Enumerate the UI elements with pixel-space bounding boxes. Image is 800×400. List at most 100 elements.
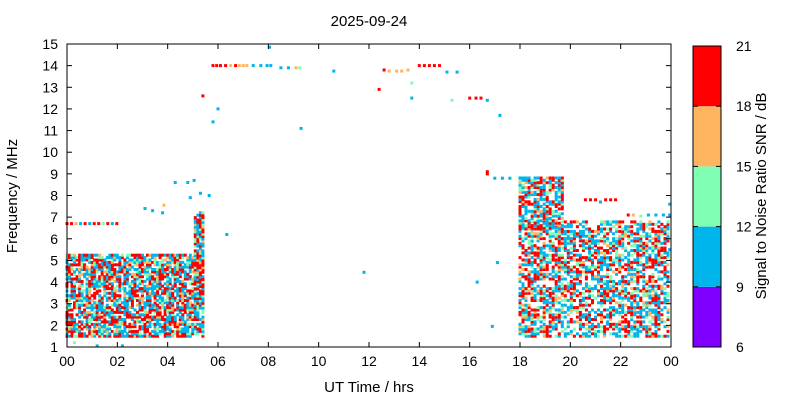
data-point [211, 64, 215, 68]
data-point [657, 232, 661, 236]
data-point [648, 334, 652, 338]
data-point [545, 216, 549, 220]
data-point [95, 313, 99, 317]
data-point [168, 320, 172, 324]
data-point [108, 282, 112, 286]
data-point [536, 239, 540, 243]
data-point [110, 268, 114, 271]
data-point [78, 263, 82, 267]
data-point [130, 329, 134, 333]
data-point [557, 270, 561, 274]
data-point [575, 272, 579, 276]
data-point [530, 234, 534, 238]
data-point [660, 284, 664, 288]
data-point [93, 303, 97, 307]
data-point [153, 308, 157, 312]
data-point [95, 310, 99, 314]
data-point [569, 220, 573, 224]
data-point [85, 291, 89, 295]
data-point [130, 275, 134, 279]
data-point [575, 260, 579, 264]
data-point [188, 296, 192, 300]
data-point [120, 253, 124, 257]
data-point [584, 258, 588, 262]
data-point [581, 225, 585, 229]
data-point [191, 327, 195, 331]
data-point [645, 237, 649, 241]
data-point [196, 278, 200, 281]
data-point [615, 325, 619, 329]
data-point [95, 258, 99, 262]
data-point [156, 277, 160, 281]
data-point [178, 329, 182, 333]
data-point [108, 310, 112, 314]
data-point [161, 318, 165, 321]
data-point [572, 277, 576, 281]
y-tick-label: 3 [50, 296, 58, 312]
data-point [648, 258, 652, 262]
data-point [606, 265, 610, 269]
data-point [146, 268, 149, 271]
data-point [630, 260, 634, 264]
data-point [600, 260, 603, 264]
data-point [630, 234, 634, 238]
data-point [530, 313, 534, 317]
data-point [95, 329, 99, 333]
data-point [133, 258, 137, 262]
data-point [642, 320, 646, 324]
data-point [93, 334, 97, 338]
data-point [136, 303, 139, 307]
data-point [621, 239, 625, 243]
data-point [657, 256, 661, 260]
data-point [545, 329, 549, 333]
data-point [196, 315, 200, 319]
data-point [143, 287, 147, 291]
data-point [654, 234, 658, 238]
data-point [572, 249, 576, 252]
data-point [115, 322, 119, 326]
data-point [83, 315, 87, 319]
data-point [153, 277, 157, 281]
data-point [560, 291, 564, 295]
data-point [196, 268, 200, 272]
data-point [600, 222, 603, 226]
data-point [642, 229, 646, 233]
data-point [584, 334, 588, 338]
data-point [103, 279, 107, 283]
data-point [615, 294, 619, 298]
data-point [530, 216, 534, 220]
data-point [138, 277, 142, 281]
data-point [591, 289, 594, 293]
data-point [588, 294, 591, 298]
data-point [624, 275, 628, 279]
data-point [633, 325, 637, 329]
data-point [636, 282, 640, 286]
data-point [186, 306, 190, 310]
data-point [90, 282, 94, 286]
data-point [533, 270, 537, 274]
data-point [95, 253, 99, 257]
data-point [597, 313, 600, 317]
data-point [166, 294, 170, 298]
data-point [627, 325, 631, 329]
data-point [88, 325, 92, 329]
data-point [171, 294, 175, 298]
data-point [193, 266, 197, 270]
data-point [636, 256, 640, 260]
data-point [588, 246, 591, 250]
data-point [70, 315, 74, 319]
data-point [138, 263, 142, 267]
data-point [639, 227, 643, 231]
data-point [591, 332, 594, 336]
data-point [128, 282, 132, 286]
data-point [633, 258, 637, 262]
data-point [163, 308, 167, 312]
data-point [158, 275, 162, 279]
data-point [654, 301, 658, 305]
data-point [527, 227, 531, 231]
data-point [105, 313, 109, 317]
data-point [120, 268, 124, 271]
data-point [533, 193, 537, 197]
data-point [651, 299, 655, 302]
data-point [657, 318, 661, 321]
